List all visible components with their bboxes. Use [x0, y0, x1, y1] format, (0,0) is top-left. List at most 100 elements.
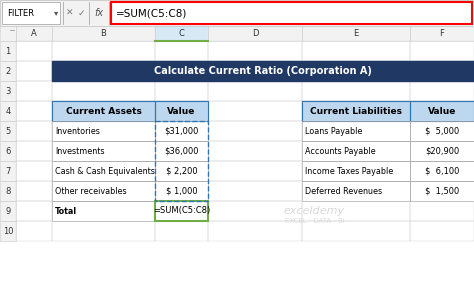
Bar	[0, 161, 16, 181]
Bar	[155, 161, 208, 181]
Text: Accounts Payable: Accounts Payable	[305, 147, 375, 156]
Bar	[52, 181, 155, 201]
Text: $31,000: $31,000	[164, 126, 199, 135]
Bar	[16, 201, 52, 221]
Bar	[0, 81, 16, 101]
Bar	[302, 181, 410, 201]
Bar	[16, 221, 52, 241]
Bar	[155, 41, 208, 61]
Bar	[155, 221, 208, 241]
Bar	[52, 26, 155, 41]
Text: 4: 4	[5, 106, 10, 116]
Bar	[111, 2, 472, 24]
Bar	[302, 26, 410, 41]
Bar	[52, 41, 155, 61]
Bar	[0, 0, 474, 26]
Bar	[410, 161, 474, 181]
Bar	[52, 201, 155, 221]
Bar	[208, 221, 302, 241]
Bar	[155, 161, 208, 181]
Bar	[0, 41, 16, 61]
Bar	[410, 221, 474, 241]
Bar	[0, 121, 16, 141]
Bar	[0, 181, 16, 201]
Bar	[2, 2, 60, 24]
Bar	[410, 61, 474, 81]
Bar	[0, 61, 16, 81]
Bar	[155, 201, 208, 221]
Bar	[155, 201, 208, 221]
Bar	[410, 101, 474, 121]
Bar	[302, 141, 410, 161]
Bar	[208, 101, 302, 121]
Bar	[155, 181, 208, 201]
Bar	[2, 2, 60, 24]
Bar	[410, 101, 474, 121]
Bar	[16, 181, 52, 201]
Bar	[155, 141, 208, 161]
Bar	[410, 26, 474, 41]
Bar	[155, 181, 208, 201]
Bar	[155, 181, 208, 201]
Text: 8: 8	[5, 187, 11, 195]
Bar	[208, 161, 302, 181]
Text: Inventories: Inventories	[55, 126, 100, 135]
Bar	[52, 161, 155, 181]
Bar	[302, 81, 410, 101]
Bar	[52, 201, 155, 221]
Bar	[16, 221, 52, 241]
Bar	[16, 81, 52, 101]
Bar	[410, 221, 474, 241]
Bar	[410, 41, 474, 61]
Bar	[410, 181, 474, 201]
Text: ✓: ✓	[77, 9, 85, 18]
Bar	[52, 61, 155, 81]
Bar	[16, 181, 52, 201]
Bar	[155, 141, 208, 161]
Bar	[155, 26, 208, 41]
Bar	[410, 61, 474, 81]
Bar	[0, 201, 16, 221]
Bar	[16, 141, 52, 161]
Bar	[155, 101, 208, 121]
Polygon shape	[10, 30, 14, 34]
Text: $ 1,000: $ 1,000	[166, 187, 197, 195]
Text: EXCEL · DATA · BI: EXCEL · DATA · BI	[284, 218, 345, 224]
Text: $20,900: $20,900	[425, 147, 459, 156]
Bar	[302, 221, 410, 241]
Text: Cash & Cash Equivalents: Cash & Cash Equivalents	[55, 166, 155, 176]
Bar	[155, 161, 208, 181]
Bar	[0, 81, 16, 101]
Text: 10: 10	[3, 227, 13, 235]
Bar	[155, 121, 208, 141]
Bar	[16, 61, 52, 81]
Text: $  5,000: $ 5,000	[425, 126, 459, 135]
Bar	[208, 221, 302, 241]
Bar	[410, 181, 474, 201]
Text: 3: 3	[5, 87, 11, 95]
Bar	[302, 141, 410, 161]
Bar	[52, 61, 155, 81]
Bar	[208, 161, 302, 181]
Bar	[0, 221, 16, 241]
Bar	[302, 201, 410, 221]
Bar	[52, 181, 155, 201]
Bar	[52, 201, 155, 221]
Bar	[16, 61, 52, 81]
Bar	[410, 81, 474, 101]
Bar	[52, 141, 155, 161]
Bar	[302, 101, 410, 121]
Bar	[0, 41, 16, 61]
Bar	[302, 221, 410, 241]
Bar	[0, 121, 16, 141]
Bar	[302, 161, 410, 181]
Text: Calculate Current Ratio (Corporation A): Calculate Current Ratio (Corporation A)	[154, 66, 372, 76]
Text: Value: Value	[428, 106, 456, 116]
Bar	[410, 121, 474, 141]
Bar	[0, 0, 474, 26]
Bar	[155, 101, 208, 121]
Bar	[155, 101, 208, 121]
Text: FILTER: FILTER	[7, 9, 34, 18]
Bar	[155, 81, 208, 101]
Bar	[302, 181, 410, 201]
